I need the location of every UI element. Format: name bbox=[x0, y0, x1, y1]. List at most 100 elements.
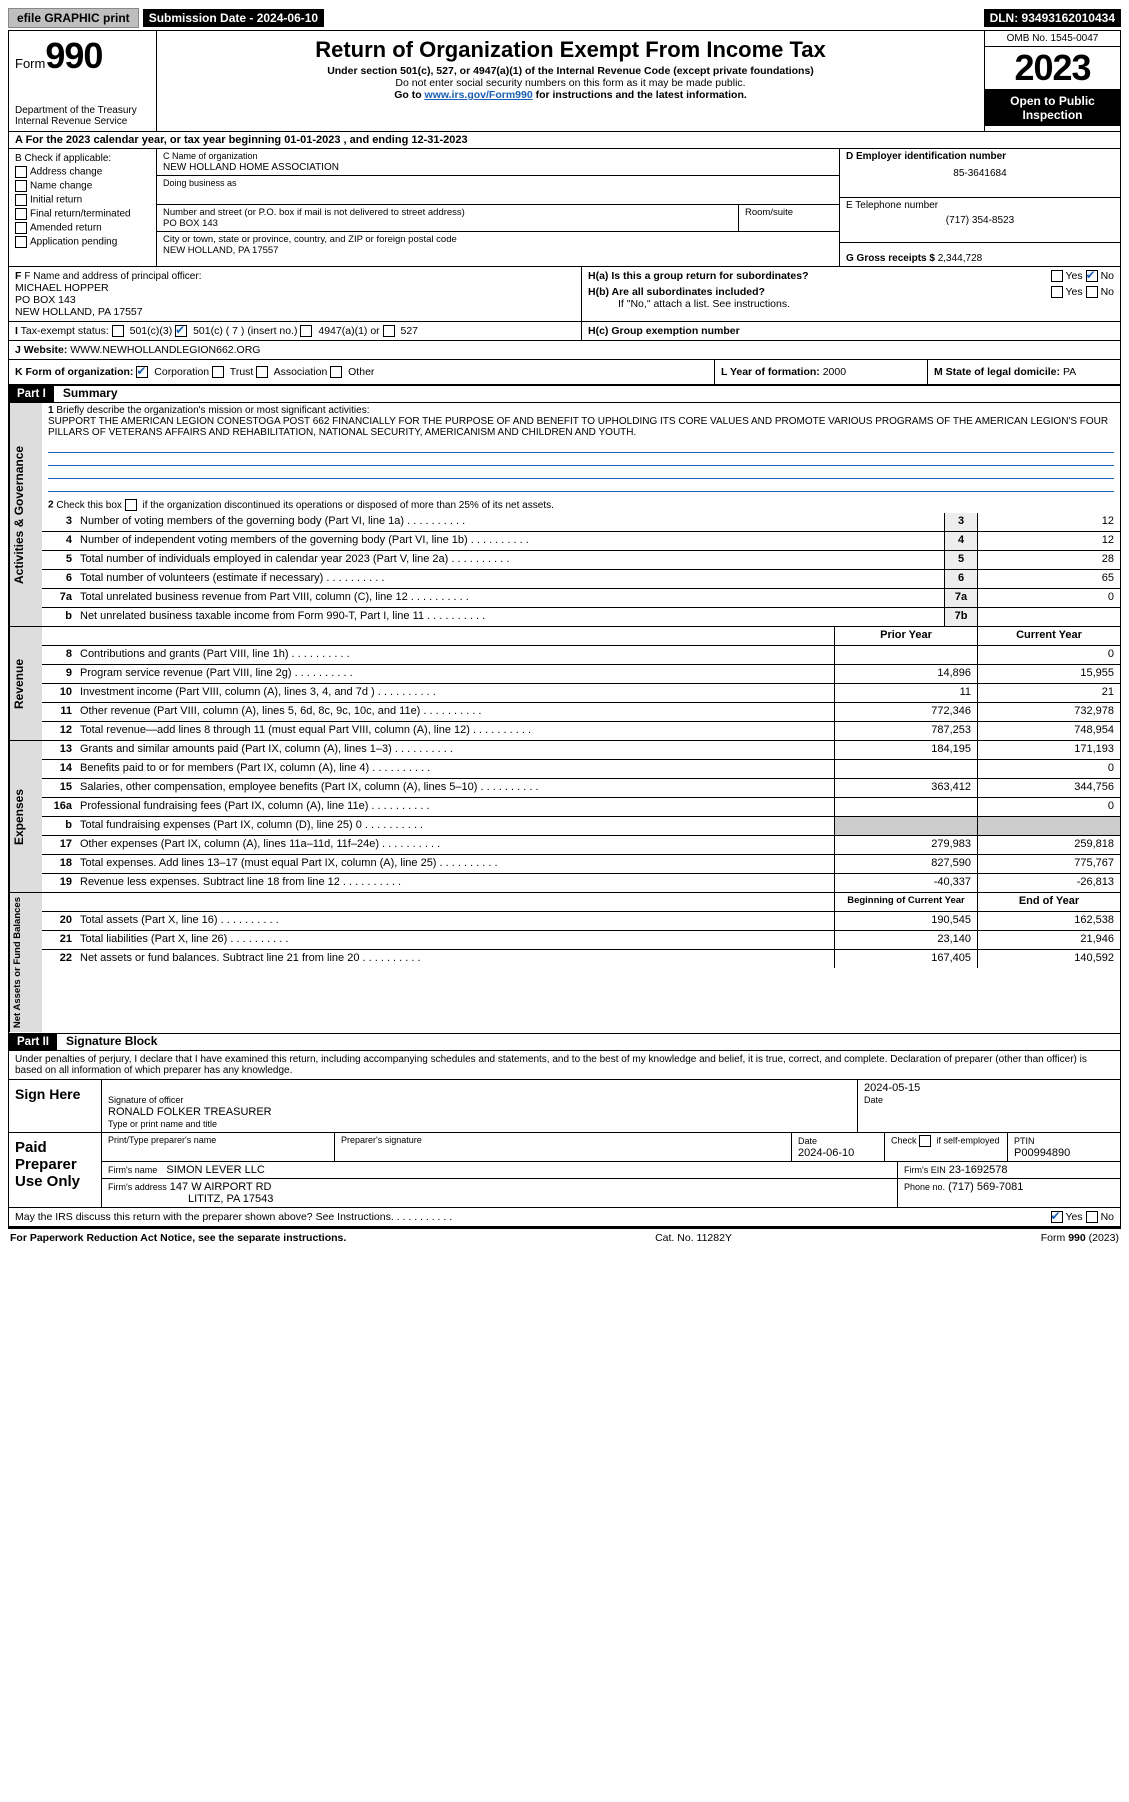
chk-other[interactable] bbox=[330, 366, 342, 378]
side-governance: Activities & Governance bbox=[9, 403, 42, 626]
declaration: Under penalties of perjury, I declare th… bbox=[9, 1051, 1120, 1080]
side-expenses: Expenses bbox=[9, 741, 42, 892]
officer-sig: RONALD FOLKER TREASURER bbox=[108, 1106, 272, 1118]
form-outer: Form990 Department of the Treasury Inter… bbox=[8, 30, 1121, 1229]
chk-trust[interactable] bbox=[212, 366, 224, 378]
hb-yes[interactable] bbox=[1051, 286, 1063, 298]
firm-ein: 23-1692578 bbox=[949, 1164, 1008, 1176]
ein-value: 85-3641684 bbox=[846, 162, 1114, 179]
website-value: WWW.NEWHOLLANDLEGION662.ORG bbox=[70, 344, 260, 356]
part2-header: Part II bbox=[9, 1034, 57, 1050]
ein-label: D Employer identification number bbox=[846, 151, 1006, 162]
footer-left: For Paperwork Reduction Act Notice, see … bbox=[10, 1232, 346, 1244]
hc-label: H(c) Group exemption number bbox=[588, 325, 740, 337]
subtitle-3: Go to www.irs.gov/Form990 for instructio… bbox=[165, 89, 976, 101]
footer-right: Form 990 (2023) bbox=[1041, 1232, 1119, 1244]
l-label: L Year of formation: bbox=[721, 366, 820, 378]
form-header: Form990 Department of the Treasury Inter… bbox=[9, 31, 1120, 132]
officer-name: MICHAEL HOPPER bbox=[15, 282, 109, 294]
addr-label: Number and street (or P.O. box if mail i… bbox=[163, 207, 465, 218]
chk-527[interactable] bbox=[383, 325, 395, 337]
ha-no[interactable] bbox=[1086, 270, 1098, 282]
q1: Briefly describe the organization's miss… bbox=[56, 405, 369, 416]
chk-501c3[interactable] bbox=[112, 325, 124, 337]
part1-header: Part I bbox=[9, 386, 54, 402]
mission-text: SUPPORT THE AMERICAN LEGION CONESTOGA PO… bbox=[48, 416, 1108, 438]
phone-value: (717) 354-8523 bbox=[846, 211, 1114, 226]
open-public: Open to Public Inspection bbox=[985, 90, 1120, 126]
hdr-begin: Beginning of Current Year bbox=[834, 893, 977, 911]
subtitle-1: Under section 501(c), 527, or 4947(a)(1)… bbox=[165, 65, 976, 77]
chk-corp[interactable] bbox=[136, 366, 148, 378]
chk-pending[interactable] bbox=[15, 236, 27, 248]
ha-yes[interactable] bbox=[1051, 270, 1063, 282]
k-label: K Form of organization: bbox=[15, 366, 133, 378]
submission-date: Submission Date - 2024-06-10 bbox=[143, 9, 324, 27]
omb-no: OMB No. 1545-0047 bbox=[985, 31, 1120, 46]
chk-final[interactable] bbox=[15, 208, 27, 220]
paid-preparer: Paid Preparer Use Only bbox=[9, 1133, 102, 1207]
prep-date: 2024-06-10 bbox=[798, 1147, 854, 1159]
form-number: Form990 bbox=[15, 35, 150, 77]
efile-button[interactable]: efile GRAPHIC print bbox=[8, 8, 139, 28]
part2-title: Signature Block bbox=[60, 1034, 157, 1048]
subtitle-2: Do not enter social security numbers on … bbox=[165, 77, 976, 89]
org-address: PO BOX 143 bbox=[163, 218, 218, 229]
gross-label: G Gross receipts $ bbox=[846, 253, 935, 264]
sig-date: 2024-05-15 bbox=[864, 1082, 920, 1094]
hb-note: If "No," attach a list. See instructions… bbox=[588, 298, 1114, 310]
ptin: P00994890 bbox=[1014, 1147, 1070, 1159]
discuss-yes[interactable] bbox=[1051, 1211, 1063, 1223]
sign-here: Sign Here bbox=[9, 1080, 102, 1132]
dln: DLN: 93493162010434 bbox=[984, 9, 1121, 27]
top-bar: efile GRAPHIC print Submission Date - 20… bbox=[8, 8, 1121, 28]
m-label: M State of legal domicile: bbox=[934, 366, 1060, 378]
officer-label: F Name and address of principal officer: bbox=[24, 271, 201, 282]
footer: For Paperwork Reduction Act Notice, see … bbox=[8, 1229, 1121, 1247]
ha-label: H(a) Is this a group return for subordin… bbox=[588, 270, 809, 282]
org-city: NEW HOLLAND, PA 17557 bbox=[163, 245, 278, 256]
hdr-current: Current Year bbox=[977, 627, 1120, 645]
row-a: A For the 2023 calendar year, or tax yea… bbox=[9, 132, 1120, 149]
firm-addr1: 147 W AIRPORT RD bbox=[170, 1181, 272, 1193]
chk-amended[interactable] bbox=[15, 222, 27, 234]
chk-address[interactable] bbox=[15, 166, 27, 178]
chk-initial[interactable] bbox=[15, 194, 27, 206]
chk-assoc[interactable] bbox=[256, 366, 268, 378]
m-value: PA bbox=[1063, 366, 1076, 378]
firm-addr2: LITITZ, PA 17543 bbox=[108, 1193, 273, 1205]
room-label: Room/suite bbox=[745, 207, 793, 218]
gross-value: 2,344,728 bbox=[938, 253, 983, 264]
section-b: B Check if applicable: Address change Na… bbox=[9, 149, 1120, 267]
check-b-label: B Check if applicable: bbox=[15, 153, 150, 164]
hdr-prior: Prior Year bbox=[834, 627, 977, 645]
chk-4947[interactable] bbox=[300, 325, 312, 337]
form-title: Return of Organization Exempt From Incom… bbox=[165, 37, 976, 63]
chk-name[interactable] bbox=[15, 180, 27, 192]
firm-phone: (717) 569-7081 bbox=[948, 1181, 1023, 1193]
org-name-label: C Name of organization bbox=[163, 151, 258, 161]
q2: Check this box if the organization disco… bbox=[56, 500, 554, 511]
hb-no[interactable] bbox=[1086, 286, 1098, 298]
tax-year: 2023 bbox=[985, 46, 1120, 90]
discuss-label: May the IRS discuss this return with the… bbox=[15, 1211, 394, 1223]
footer-mid: Cat. No. 11282Y bbox=[655, 1232, 732, 1244]
side-revenue: Revenue bbox=[9, 627, 42, 740]
irs-label: Internal Revenue Service bbox=[15, 116, 150, 127]
dba-label: Doing business as bbox=[163, 178, 237, 188]
chk-501c[interactable] bbox=[175, 325, 187, 337]
officer-addr2: NEW HOLLAND, PA 17557 bbox=[15, 306, 143, 318]
hb-label: H(b) Are all subordinates included? bbox=[588, 286, 765, 298]
chk-discontinued[interactable] bbox=[125, 499, 137, 511]
side-net: Net Assets or Fund Balances bbox=[9, 893, 42, 1032]
part1-title: Summary bbox=[57, 386, 118, 400]
phone-label: E Telephone number bbox=[846, 200, 938, 211]
tax-status-label: Tax-exempt status: bbox=[21, 325, 109, 337]
form990-link[interactable]: www.irs.gov/Form990 bbox=[425, 89, 533, 101]
org-name: NEW HOLLAND HOME ASSOCIATION bbox=[163, 162, 339, 173]
l-value: 2000 bbox=[823, 366, 846, 378]
website-label: Website: bbox=[24, 344, 68, 356]
hdr-end: End of Year bbox=[977, 893, 1120, 911]
discuss-no[interactable] bbox=[1086, 1211, 1098, 1223]
chk-selfemp[interactable] bbox=[919, 1135, 931, 1147]
